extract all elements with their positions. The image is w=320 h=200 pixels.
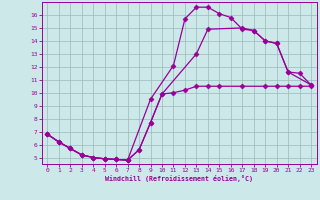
X-axis label: Windchill (Refroidissement éolien,°C): Windchill (Refroidissement éolien,°C) [105, 175, 253, 182]
